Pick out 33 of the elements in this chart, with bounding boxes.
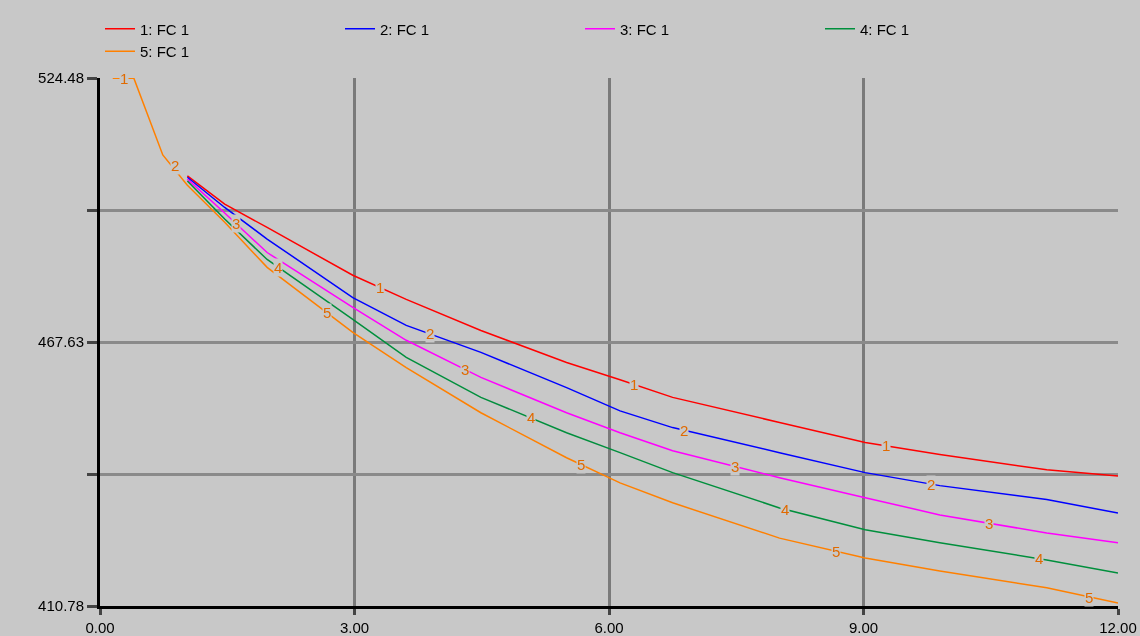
annotation: 2 — [680, 422, 689, 439]
annotation: 3 — [461, 361, 470, 378]
x-tick-label: 6.00 — [594, 619, 624, 636]
y-tick-label: 410.78 — [38, 597, 84, 615]
annotation: 2 — [171, 157, 180, 174]
y-tick-label: 524.48 — [38, 69, 84, 87]
x-tick-label: 0.00 — [85, 619, 115, 636]
annotation: 1 — [882, 437, 891, 454]
legend-label: 3: FC 1 — [620, 20, 670, 38]
annotation: 4 — [781, 501, 790, 518]
annotation: 5 — [323, 304, 332, 321]
legend-label: 1: FC 1 — [140, 20, 190, 38]
annotation: 3 — [232, 215, 241, 232]
annotation: 5 — [577, 456, 586, 473]
annotation: 4 — [527, 409, 536, 426]
y-tick-label: 467.63 — [38, 333, 84, 351]
legend-label: 5: FC 1 — [140, 43, 190, 61]
annotation: 4 — [1035, 550, 1044, 567]
annotation: 4 — [274, 259, 283, 276]
annotation: 2 — [426, 325, 435, 342]
annotation: 1 — [120, 70, 129, 87]
annotation: 1 — [630, 376, 639, 393]
legend-label: 2: FC 1 — [380, 20, 430, 38]
annotation: 3 — [985, 515, 994, 532]
annotation: 2 — [927, 476, 936, 493]
x-tick-label: 9.00 — [848, 619, 879, 636]
annotation: 5 — [1085, 589, 1094, 606]
x-tick-label: 3.00 — [339, 619, 370, 636]
x-tick-label: 12.00 — [1099, 619, 1137, 636]
annotation: 5 — [832, 543, 841, 560]
annotation: 1 — [376, 279, 385, 296]
legend-label: 4: FC 1 — [860, 20, 910, 38]
annotation: 3 — [731, 458, 740, 475]
